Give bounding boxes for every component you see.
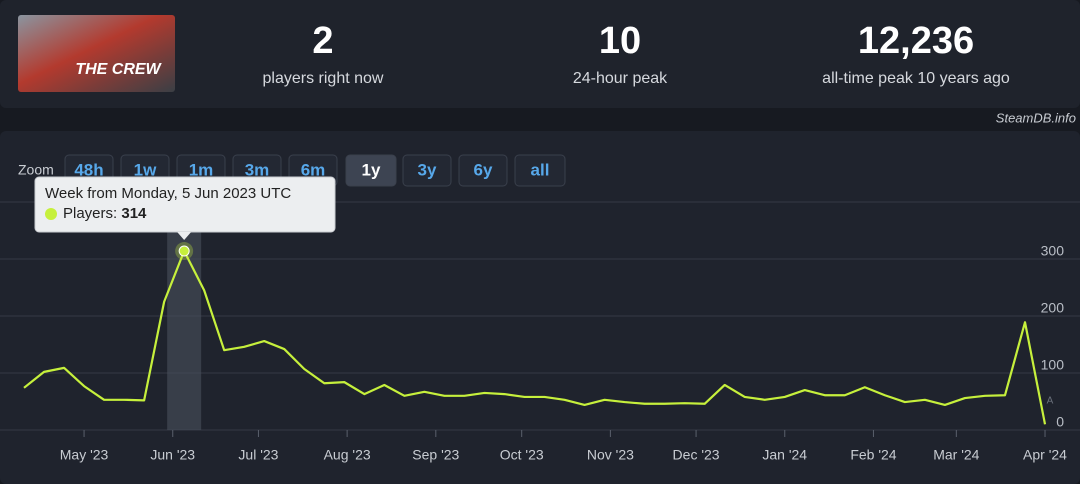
y-tick-label: 200 <box>1041 300 1065 316</box>
x-tick-label: Dec '23 <box>673 447 720 463</box>
tooltip-value: 314 <box>121 205 147 222</box>
zoom-button-label[interactable]: 48h <box>74 160 103 179</box>
logo-text: THE CREW <box>75 61 162 78</box>
series-line <box>23 249 1047 425</box>
x-tick-label: Jun '23 <box>150 447 195 463</box>
stat-value: 10 <box>599 20 641 62</box>
zoom-button-label[interactable]: 1y <box>362 160 381 179</box>
x-tick-label: Jul '23 <box>238 447 278 463</box>
x-tick-label: Aug '23 <box>324 447 371 463</box>
stat-label: 24-hour peak <box>573 70 668 87</box>
zoom-label: Zoom <box>18 162 54 178</box>
zoom-button-label[interactable]: 3m <box>245 160 270 179</box>
zoom-button[interactable] <box>514 154 566 187</box>
zoom-button[interactable] <box>458 154 508 187</box>
tooltip-swatch <box>45 208 57 220</box>
zoom-button-label[interactable]: 1m <box>189 160 214 179</box>
zoom-button-label[interactable]: all <box>531 160 550 179</box>
zoom-button[interactable] <box>345 154 397 187</box>
zoom-button[interactable] <box>402 154 452 187</box>
x-tick-label: May '23 <box>60 447 109 463</box>
y-tick-label: 300 <box>1041 243 1065 259</box>
stat-value: 2 <box>312 20 333 62</box>
game-image <box>18 15 175 92</box>
tooltip-line: Players: 314 <box>63 205 147 222</box>
x-tick-label: Mar '24 <box>933 447 979 463</box>
x-tick-label: Apr '24 <box>1023 447 1067 463</box>
tooltip-pointer <box>177 232 192 240</box>
credit: SteamDB.info <box>996 110 1076 125</box>
x-tick-label: Sep '23 <box>412 447 459 463</box>
stat-value: 12,236 <box>858 20 974 62</box>
zoom-button-label[interactable]: 6y <box>474 160 493 179</box>
y-tick-label: 0 <box>1056 414 1064 430</box>
x-tick-label: Nov '23 <box>587 447 634 463</box>
x-tick-label: Oct '23 <box>500 447 544 463</box>
zoom-button-label[interactable]: 1w <box>134 160 157 179</box>
stat-label: all-time peak 10 years ago <box>822 70 1010 87</box>
stat-label: players right now <box>263 70 384 87</box>
zoom-button-label[interactable]: 3y <box>418 160 437 179</box>
tooltip-label: Players: <box>63 205 117 222</box>
x-tick-label: Jan '24 <box>762 447 807 463</box>
zoom-button-label[interactable]: 6m <box>301 160 326 179</box>
hover-point <box>178 245 190 257</box>
tooltip-title: Week from Monday, 5 Jun 2023 UTC <box>45 185 291 202</box>
header-panel <box>0 0 1080 108</box>
x-tick-label: Feb '24 <box>850 447 896 463</box>
annotation: A <box>1047 396 1054 407</box>
y-tick-label: 100 <box>1041 357 1065 373</box>
